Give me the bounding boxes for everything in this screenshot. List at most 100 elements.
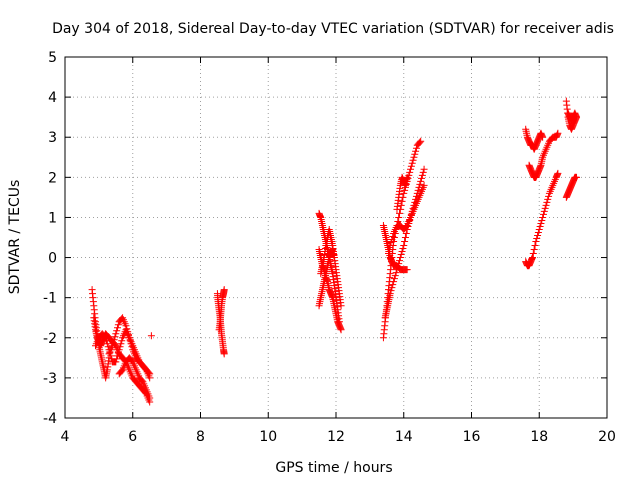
data-point — [535, 225, 543, 233]
data-point-interp — [536, 222, 544, 230]
data-point-interp — [125, 331, 133, 339]
series-track-g — [215, 286, 228, 334]
data-point — [400, 242, 408, 250]
data-point — [407, 165, 415, 173]
x-tick-label: 4 — [61, 429, 70, 445]
data-point-interp — [531, 242, 539, 250]
data-point-interp — [123, 325, 131, 333]
y-tick-label: -4 — [43, 411, 57, 427]
data-point-interp — [401, 238, 409, 246]
data-point-interp — [101, 333, 109, 341]
data-point-interp — [138, 377, 146, 385]
data-point — [112, 330, 120, 338]
data-point-interp — [538, 216, 546, 224]
data-point-interp — [390, 275, 398, 283]
data-point-interp — [412, 144, 420, 152]
data-point — [125, 334, 133, 342]
grid — [65, 57, 607, 418]
data-point-interp — [109, 339, 117, 347]
data-point-interp — [396, 209, 404, 217]
data-point — [102, 334, 110, 342]
series-track-u — [562, 173, 581, 201]
series-track-i — [315, 246, 345, 334]
data-point-interp — [389, 281, 397, 289]
data-point — [410, 153, 418, 161]
data-point-interp — [418, 174, 426, 182]
data-point-interp — [391, 272, 399, 280]
data-point-interp — [545, 192, 553, 200]
y-tick-labels: -4 -3 -2 -1 0 1 2 3 4 5 — [43, 50, 57, 427]
data-point — [554, 169, 562, 177]
data-point-interp — [543, 198, 551, 206]
x-tick-label: 16 — [463, 429, 481, 445]
data-point — [420, 165, 428, 173]
data-point-interp — [392, 269, 400, 277]
series-isolated — [147, 332, 155, 340]
data-point-interp — [114, 321, 122, 329]
data-point — [417, 177, 425, 185]
data-point-interp — [530, 246, 538, 254]
x-tick-label: 10 — [259, 429, 277, 445]
data-point — [390, 278, 398, 286]
series-track-s — [522, 169, 562, 270]
data-point — [396, 254, 404, 262]
data-point-interp — [416, 138, 424, 146]
series-track-p — [393, 173, 411, 213]
y-axis-label: SDTVAR / TECUs — [7, 180, 23, 295]
data-point-interp — [399, 245, 407, 253]
data-point-interp — [110, 336, 118, 344]
y-tick-label: 3 — [48, 130, 57, 146]
series-track-o — [385, 181, 428, 258]
data-point-interp — [114, 349, 122, 357]
data-point-interp — [541, 204, 549, 212]
x-tick-label: 14 — [395, 429, 413, 445]
y-tick-label: 4 — [48, 90, 57, 106]
data-point-interp — [409, 156, 417, 164]
data-point-interp — [537, 219, 545, 227]
data-point — [554, 129, 562, 137]
data-point-interp — [118, 367, 126, 375]
data-point — [386, 290, 394, 298]
data-point-interp — [534, 231, 542, 239]
data-point-interp — [529, 250, 537, 258]
data-point — [122, 322, 130, 330]
chart-title: Day 304 of 2018, Sidereal Day-to-day VTE… — [52, 21, 614, 37]
data-point — [220, 350, 228, 358]
data-point-interp — [126, 337, 134, 345]
data-point — [420, 181, 428, 189]
y-tick-label: 0 — [48, 251, 57, 267]
data-point — [417, 137, 425, 145]
series-track-r — [525, 129, 562, 181]
data-point — [146, 394, 154, 402]
data-point-interp — [401, 186, 409, 194]
y-tick-label: 5 — [48, 50, 57, 66]
data-point-interp — [402, 229, 410, 237]
data-point-interp — [102, 337, 110, 345]
y-tick-label: 2 — [48, 170, 57, 186]
data-point-interp — [416, 180, 424, 188]
data-point-interp — [388, 284, 396, 292]
data-point-interp — [389, 232, 397, 240]
data-point-interp — [540, 207, 548, 215]
data-point-interp — [398, 197, 406, 205]
data-point-interp — [117, 340, 125, 348]
data-point — [337, 302, 345, 310]
x-tick-label: 6 — [128, 429, 137, 445]
data-point-interp — [408, 159, 416, 167]
x-tick-label: 12 — [327, 429, 345, 445]
data-point-interp — [402, 222, 410, 230]
data-point-interp — [419, 168, 427, 176]
series-track-v — [564, 109, 581, 125]
y-tick-label: 1 — [48, 210, 57, 226]
data-point-interp — [412, 147, 420, 155]
data-point — [539, 133, 547, 141]
data-point — [108, 342, 116, 350]
data-point-interp — [407, 162, 415, 170]
series-track-k — [317, 225, 338, 278]
data-point-interp — [534, 228, 542, 236]
data-point — [146, 370, 154, 378]
data-point-interp — [128, 343, 136, 351]
y-tick-label: -3 — [43, 371, 57, 387]
y-tick-label: -2 — [43, 331, 57, 347]
data-point — [337, 326, 345, 334]
